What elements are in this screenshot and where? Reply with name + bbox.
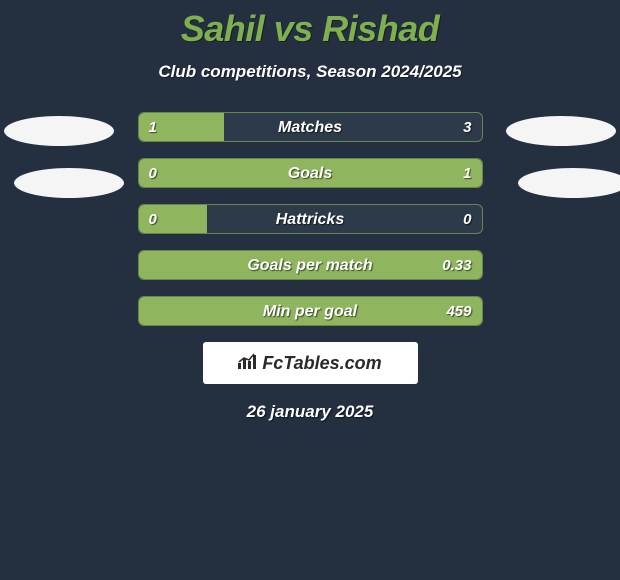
- stat-row: 0Hattricks0: [138, 204, 483, 234]
- stat-value-right: 1: [463, 159, 471, 187]
- stat-label: Min per goal: [139, 297, 482, 325]
- stat-row: Min per goal459: [138, 296, 483, 326]
- stat-rows-container: 1Matches30Goals10Hattricks0Goals per mat…: [0, 112, 620, 326]
- player-right-avatar-2: [518, 168, 620, 198]
- player-right-avatar-1: [506, 116, 616, 146]
- stat-row: 0Goals1: [138, 158, 483, 188]
- brand-badge: FcTables.com: [203, 342, 418, 384]
- player-left-avatar-1: [4, 116, 114, 146]
- stat-row: 1Matches3: [138, 112, 483, 142]
- subtitle: Club competitions, Season 2024/2025: [0, 62, 620, 82]
- stat-label: Hattricks: [139, 205, 482, 233]
- stat-label: Goals: [139, 159, 482, 187]
- stat-row: Goals per match0.33: [138, 250, 483, 280]
- player-left-avatar-2: [14, 168, 124, 198]
- brand-chart-icon: [238, 342, 258, 384]
- date-text: 26 january 2025: [0, 402, 620, 422]
- comparison-chart: 1Matches30Goals10Hattricks0Goals per mat…: [0, 112, 620, 326]
- page-title: Sahil vs Rishad: [0, 0, 620, 50]
- stat-value-right: 459: [446, 297, 471, 325]
- stat-label: Matches: [139, 113, 482, 141]
- stat-value-right: 0.33: [442, 251, 471, 279]
- stat-value-right: 0: [463, 205, 471, 233]
- brand-text: FcTables.com: [262, 353, 381, 373]
- stat-label: Goals per match: [139, 251, 482, 279]
- stat-value-right: 3: [463, 113, 471, 141]
